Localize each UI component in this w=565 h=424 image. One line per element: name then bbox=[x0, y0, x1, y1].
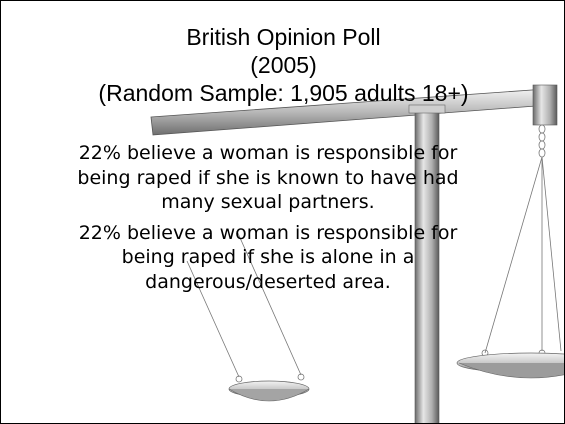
scale-beam bbox=[150, 84, 558, 136]
title-line-2: (2005) bbox=[250, 52, 317, 78]
left-pan-hanger bbox=[186, 230, 305, 383]
left-pan bbox=[228, 380, 310, 402]
slide-title: British Opinion Poll (2005) (Random Samp… bbox=[1, 23, 564, 107]
title-line-3: (Random Sample: 1,905 adults 18+) bbox=[98, 80, 469, 106]
right-pan bbox=[456, 352, 564, 379]
findings-list: 22% believe a woman is responsible for b… bbox=[53, 141, 483, 300]
title-line-1: British Opinion Poll bbox=[186, 24, 381, 50]
right-pan-hanger bbox=[481, 124, 562, 357]
finding-item: 22% believe a woman is responsible for b… bbox=[77, 142, 459, 213]
scale-post bbox=[408, 104, 446, 423]
finding-item: 22% believe a woman is responsible for b… bbox=[78, 221, 458, 293]
